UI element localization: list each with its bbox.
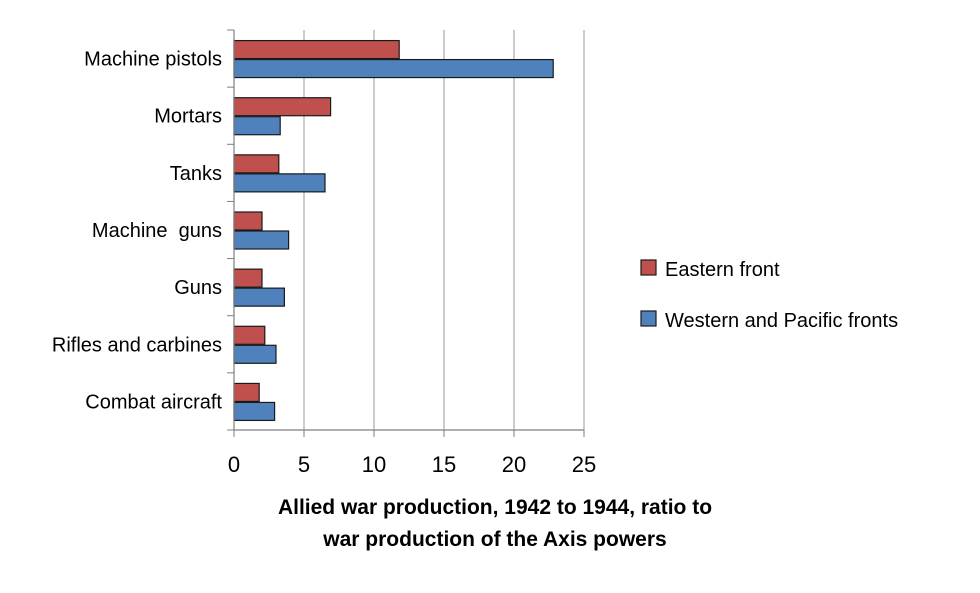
bar-eastern-front-combat-aircraft — [233, 382, 260, 403]
x-tick-label-25: 25 — [572, 452, 596, 477]
bar-western-and-pacific-fronts-machine-pistols — [233, 58, 554, 79]
bar-western-and-pacific-fronts-combat-aircraft — [233, 401, 276, 422]
category-label-guns: Guns — [174, 277, 222, 299]
category-label-combat-aircraft: Combat aircraft — [85, 391, 222, 413]
category-label-mortars: Mortars — [154, 106, 222, 128]
bar-eastern-front-machine-pistols — [233, 39, 400, 60]
bar-western-and-pacific-fronts-rifles-and-carbines — [233, 344, 277, 364]
bar-western-and-pacific-fronts-tanks — [233, 173, 326, 193]
legend-label-western-and-pacific-fronts: Western and Pacific fronts — [665, 310, 898, 332]
legend-swatch-western-and-pacific-fronts — [640, 310, 657, 327]
bar-eastern-front-mortars — [233, 97, 332, 117]
category-label-machine-guns: Machine guns — [92, 220, 222, 242]
category-label-rifles-and-carbines: Rifles and carbines — [52, 334, 222, 356]
bar-eastern-front-rifles-and-carbines — [233, 325, 266, 345]
x-tick-label-5: 5 — [298, 452, 310, 477]
x-axis-title-line-2: war production of the Axis powers — [323, 528, 667, 551]
category-label-tanks: Tanks — [170, 163, 222, 185]
category-label-machine-pistols: Machine pistols — [84, 49, 222, 71]
x-tick-label-20: 20 — [502, 452, 526, 477]
bar-western-and-pacific-fronts-guns — [233, 287, 286, 307]
x-axis-title-line-1: Allied war production, 1942 to 1944, rat… — [277, 496, 713, 519]
legend-swatch-eastern-front — [640, 259, 657, 276]
bar-eastern-front-machine-guns — [233, 211, 263, 231]
bar-western-and-pacific-fronts-machine-guns — [233, 230, 290, 250]
x-tick-label-15: 15 — [432, 452, 456, 477]
x-axis-title: Allied war production, 1942 to 1944, rat… — [170, 492, 820, 556]
bar-eastern-front-tanks — [233, 154, 280, 174]
legend-label-eastern-front: Eastern front — [665, 259, 780, 281]
bar-eastern-front-guns — [233, 268, 263, 288]
x-tick-label-10: 10 — [362, 452, 386, 477]
bar-western-and-pacific-fronts-mortars — [233, 116, 281, 136]
x-tick-label-0: 0 — [228, 452, 240, 477]
